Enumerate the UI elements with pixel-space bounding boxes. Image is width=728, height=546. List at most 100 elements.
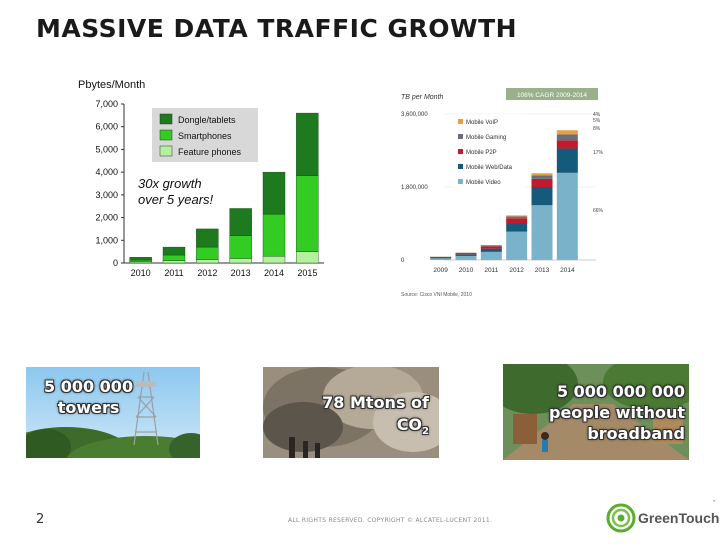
page-number: 2 xyxy=(36,512,45,527)
slide-title: MASSIVE DATA TRAFFIC GROWTH xyxy=(36,14,518,43)
chart1-bar-dongle-tablets xyxy=(129,257,152,261)
chart2-ylabel: TB per Month xyxy=(401,94,444,101)
chart1-ytick-label: 7,000 xyxy=(95,99,118,109)
pbytes-chart: Pbytes/Month 0 1,000 2,000 3,000 4,000 5,000 6… xyxy=(78,79,324,278)
chart2-legend-label: Mobile P2P xyxy=(466,150,497,156)
chart1-ytick-label: 6,000 xyxy=(95,122,118,132)
chart2-bar-mobile-p-p xyxy=(455,253,477,255)
chart1-legend-swatch xyxy=(159,129,173,141)
towers-photo: 5 000 000 towers xyxy=(26,367,200,458)
chart1-legend-swatch xyxy=(159,113,173,125)
chart2-share-label: 5% xyxy=(593,118,601,124)
chart2-legend-swatch xyxy=(458,149,463,154)
people-label-2: broadband xyxy=(587,424,685,443)
chart2-legend-swatch xyxy=(458,179,463,184)
chart2-legend-swatch xyxy=(458,119,463,124)
chart2-legend-swatch xyxy=(458,134,463,139)
chart2-bar-mobile-video xyxy=(480,251,502,260)
chart1-xtick-label: 2014 xyxy=(264,268,284,278)
chart2-bar-mobile-voip xyxy=(506,215,528,217)
tb-chart: TB per Month 108% CAGR 2009-2014 0 1,800,… xyxy=(401,88,604,298)
towers-label: towers xyxy=(57,398,120,417)
chart2-bar-mobile-video xyxy=(430,258,452,260)
growth-annotation-2: over 5 years! xyxy=(138,192,214,207)
chart2-bar-mobile-p-p xyxy=(531,178,553,187)
chart2-bar-mobile-p-p xyxy=(556,140,578,149)
people-label: people without xyxy=(549,403,685,422)
chart1-ytick-label: 1,000 xyxy=(95,235,118,245)
chart1-bar-feature-phones xyxy=(229,258,252,264)
chart1-legend-label: Smartphones xyxy=(178,131,232,141)
cagr-banner xyxy=(506,88,598,100)
chart1-bar-feature-phones xyxy=(162,260,186,264)
chart2-xtick-label: 2009 xyxy=(433,267,448,274)
chart2-bar-mobile-voip xyxy=(556,130,578,135)
cagr-banner-text: 108% CAGR 2009-2014 xyxy=(517,92,587,99)
chart1-xtick-label: 2013 xyxy=(231,268,251,278)
chart2-bar-mobile-voip xyxy=(531,173,553,176)
chart2-bar-mobile-video xyxy=(531,205,553,260)
chart1-bar-feature-phones xyxy=(296,251,319,264)
chart2-bar-mobile-video xyxy=(506,231,528,260)
chart2-legend-swatch xyxy=(458,164,463,169)
chart2-bar-mobile-gaming xyxy=(556,134,578,141)
chart1-bar-feature-phones xyxy=(262,255,286,264)
co2-label: CO2 xyxy=(322,414,429,443)
chart2-share-label: 8% xyxy=(593,126,601,132)
chart2-bar-mobile-web-data xyxy=(480,248,502,252)
chart1-bar-dongle-tablets xyxy=(196,228,219,248)
chart1-xtick-label: 2015 xyxy=(297,268,317,278)
chart1-legend-label: Dongle/tablets xyxy=(178,115,236,125)
chart2-ytick-label: 0 xyxy=(401,258,405,264)
chart2-xtick-label: 2011 xyxy=(484,267,498,274)
chart1-bar-smartphones xyxy=(129,259,152,263)
chart1-ylabel: Pbytes/Month xyxy=(78,79,145,91)
chart2-bar-mobile-gaming xyxy=(480,245,502,247)
chart2-bar-mobile-web-data xyxy=(506,223,528,232)
chart2-legend: Mobile VoIP Mobile Gaming Mobile P2P Mobile… xyxy=(454,114,526,192)
chart1-xtick-label: 2010 xyxy=(131,268,151,278)
chart2-ytick-label: 3,600,000 xyxy=(401,112,428,118)
chart2-legend-label: Mobile VoIP xyxy=(466,120,498,126)
chart2-share-label: 17% xyxy=(593,150,604,156)
chart1-legend-swatch xyxy=(159,145,173,157)
chart2-bar-mobile-web-data xyxy=(430,257,452,259)
co2-base: CO xyxy=(396,415,423,434)
chart2-legend-label: Mobile Web/Data xyxy=(466,165,513,171)
chart2-bar-mobile-video xyxy=(556,172,578,260)
chart1-bar-dongle-tablets xyxy=(229,208,252,236)
chart1-legend-label: Feature phones xyxy=(178,147,242,157)
chart1-bar-feature-phones xyxy=(196,259,219,264)
chart1-bar-dongle-tablets xyxy=(296,112,319,176)
chart2-legend-label: Mobile Gaming xyxy=(466,135,506,141)
chart2-share-label: 66% xyxy=(593,208,604,214)
greentouch-swirl-icon xyxy=(606,503,636,533)
chart1-bar-dongle-tablets xyxy=(162,246,186,256)
chart2-bar-mobile-gaming xyxy=(506,216,528,219)
chart1-xtick-label: 2011 xyxy=(164,268,183,278)
emissions-photo: 78 Mtons of CO2 xyxy=(263,367,439,458)
towers-count: 5 000 000 xyxy=(44,377,134,396)
chart1-legend: Dongle/tablets Smartphones Feature phones xyxy=(152,108,258,162)
chart2-bar-mobile-video xyxy=(455,255,477,260)
chart1-ytick-label: 0 xyxy=(113,258,118,268)
chart2-share-label: 4% xyxy=(593,112,601,118)
chart2-xtick-label: 2012 xyxy=(509,267,524,274)
chart1-xtick-label: 2012 xyxy=(197,268,217,278)
chart1-bar-smartphones xyxy=(229,235,252,259)
chart2-bar-mobile-gaming xyxy=(531,175,553,179)
chart1-ytick-label: 3,000 xyxy=(95,190,118,200)
chart2-ytick-label: 1,800,000 xyxy=(401,185,428,191)
chart1-ytick-label: 2,000 xyxy=(95,213,118,223)
chart1-bar-dongle-tablets xyxy=(262,171,286,215)
people-photo: 5 000 000 000 people without broadband xyxy=(503,364,689,460)
chart1-bar-smartphones xyxy=(196,246,219,260)
chart1-bar-smartphones xyxy=(262,213,286,257)
emissions-label: 78 Mtons of xyxy=(322,393,429,412)
greentouch-mark: * xyxy=(713,500,716,506)
chart1-bar-smartphones xyxy=(162,254,186,261)
chart2-bar-mobile-web-data xyxy=(455,254,477,256)
greentouch-logo: GreenTouch * xyxy=(606,500,719,533)
chart2-legend-box xyxy=(454,114,526,192)
growth-annotation: 30x growth xyxy=(138,176,202,191)
